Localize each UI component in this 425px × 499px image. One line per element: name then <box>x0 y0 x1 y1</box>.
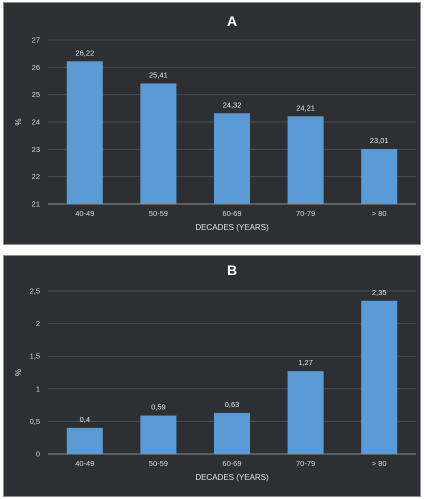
y-tick-label: 25 <box>32 90 40 99</box>
y-tick-label: 1,5 <box>30 352 40 361</box>
x-tick-label: > 80 <box>372 209 387 218</box>
data-label: 24,21 <box>296 103 315 112</box>
y-tick-label: 0,5 <box>30 417 40 426</box>
y-tick-label: 2,5 <box>30 287 40 296</box>
chart-panel-b: B 0 0,5 1 1,5 2 2,5% 0,4 40-49 0,59 50-59 0,63 60-69… <box>3 255 421 497</box>
x-tick-label: 50-59 <box>149 209 168 218</box>
bar <box>213 113 251 204</box>
bar <box>140 83 177 204</box>
bar <box>287 371 324 454</box>
data-label: 2,35 <box>372 288 387 297</box>
x-tick-label: 60-69 <box>222 459 241 468</box>
y-tick-label: 21 <box>32 200 40 209</box>
bar <box>66 427 103 454</box>
x-tick-label: 40-49 <box>75 459 94 468</box>
bar <box>287 116 324 204</box>
x-tick-label: 50-59 <box>149 459 168 468</box>
chart-panel-a: A 21 22 23 24 25 26 27% 26,22 40-49 25,41 50-59 24,3… <box>3 2 421 245</box>
data-label: 0,59 <box>151 403 166 412</box>
data-label: 23,01 <box>370 136 389 145</box>
y-axis-title: % <box>14 118 23 125</box>
x-tick-label: > 80 <box>372 459 387 468</box>
data-label: 1,27 <box>298 358 313 367</box>
y-tick-label: 2 <box>36 319 40 328</box>
chart-b: B 0 0,5 1 1,5 2 2,5% 0,4 40-49 0,59 50-59 0,63 60-69… <box>14 262 416 482</box>
x-tick-label: 70-79 <box>296 209 315 218</box>
x-tick-label: 40-49 <box>75 209 94 218</box>
y-tick-label: 26 <box>32 63 40 72</box>
data-label: 0,4 <box>80 415 90 424</box>
chart-a: A 21 22 23 24 25 26 27% 26,22 40-49 25,41 50-59 24,3… <box>14 13 416 232</box>
y-tick-label: 22 <box>32 172 40 181</box>
data-label: 24,32 <box>223 100 242 109</box>
bar <box>140 415 177 454</box>
x-axis-title: DECADES (YEARS) <box>195 223 269 232</box>
y-tick-label: 0 <box>36 450 40 459</box>
x-tick-label: 70-79 <box>296 459 315 468</box>
bar <box>213 412 251 454</box>
bar <box>361 300 398 454</box>
bar <box>361 149 398 204</box>
y-tick-label: 1 <box>36 384 40 393</box>
data-label: 26,22 <box>75 48 94 57</box>
chart-title: B <box>227 262 237 278</box>
data-label: 0,63 <box>225 400 240 409</box>
data-label: 25,41 <box>149 70 168 79</box>
y-tick-label: 27 <box>32 36 40 45</box>
y-axis-title: % <box>14 369 23 376</box>
y-tick-label: 24 <box>32 118 40 127</box>
x-tick-label: 60-69 <box>222 209 241 218</box>
chart-title: A <box>227 13 237 29</box>
x-axis-title: DECADES (YEARS) <box>195 473 269 482</box>
bar <box>66 61 103 204</box>
y-tick-label: 23 <box>32 145 40 154</box>
